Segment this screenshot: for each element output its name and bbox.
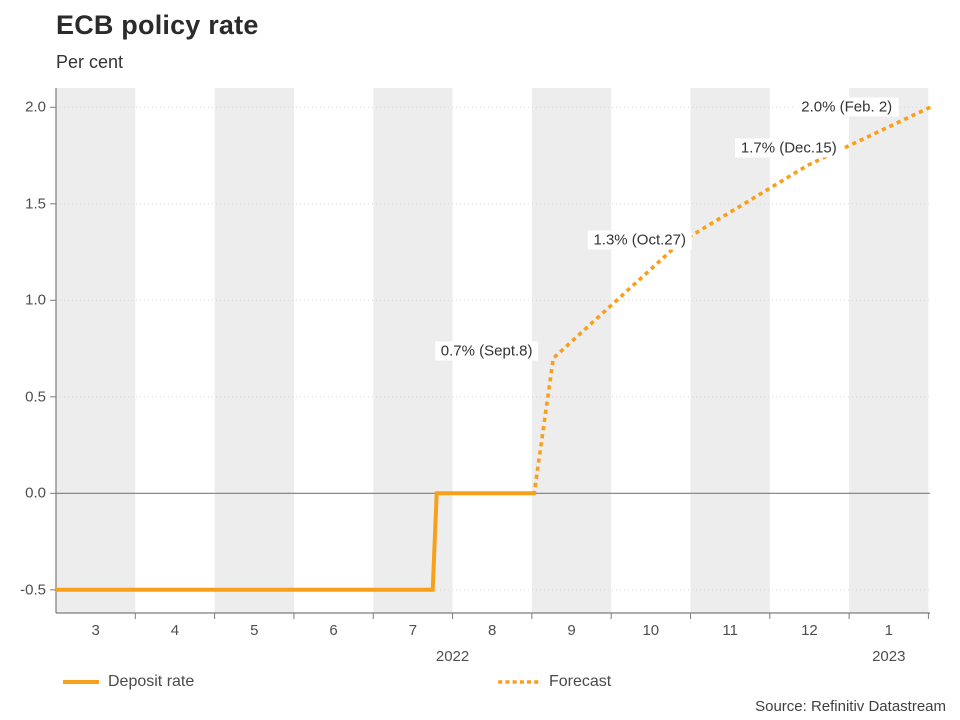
x-axis-label: 8: [488, 622, 497, 639]
month-shading-band: [56, 88, 136, 613]
chart-title: ECB policy rate: [56, 10, 259, 40]
x-axis-label: 6: [329, 622, 338, 639]
y-axis-label: -0.5: [20, 581, 46, 599]
data-point-annotation: 1.7% (Dec.15): [734, 138, 843, 158]
chart-subtitle: Per cent: [56, 52, 124, 72]
month-shading-band: [214, 88, 294, 613]
deposit-rate-line: [56, 491, 535, 592]
x-axis-label: 12: [801, 622, 818, 639]
x-axis-year-label: 2023: [872, 648, 906, 665]
data-point-annotation: 0.7% (Sept.8): [434, 341, 539, 360]
x-axis-label: 3: [91, 622, 100, 639]
y-axis-label: 0.5: [25, 388, 46, 406]
legend-item-forecast: Forecast: [497, 673, 611, 691]
x-axis-label: 11: [722, 622, 738, 639]
y-axis-label: 0.0: [25, 484, 46, 502]
x-axis-label: 10: [642, 622, 660, 639]
legend-item-deposit-rate: Deposit rate: [62, 673, 194, 691]
x-axis-label: 5: [250, 622, 259, 639]
x-axis-label: 7: [408, 622, 418, 639]
x-axis-year-label: 2022: [435, 648, 470, 665]
deposit-rate-line-swatch: [63, 680, 99, 684]
data-point-annotation: 1.3% (Oct.27): [587, 230, 692, 250]
forecast-line: [532, 104, 933, 496]
forecast-line-swatch: [498, 680, 541, 684]
x-axis-label: 1: [884, 622, 893, 639]
legend-label-deposit-rate: Deposit rate: [108, 673, 195, 690]
month-shading-band: [690, 88, 770, 613]
legend-label-forecast: Forecast: [549, 673, 612, 690]
y-axis-label: 1.0: [25, 291, 46, 309]
y-axis-label: 2.0: [25, 98, 46, 116]
month-shading-band: [849, 88, 929, 613]
y-axis-label: 1.5: [25, 195, 46, 213]
source-credit: Source: Refinitiv Datastream: [755, 698, 946, 715]
month-shading-band: [531, 88, 612, 613]
data-point-annotation: 2.0% (Feb. 2): [795, 97, 899, 117]
x-axis-label: 4: [170, 622, 180, 639]
x-axis-label: 9: [567, 622, 576, 639]
